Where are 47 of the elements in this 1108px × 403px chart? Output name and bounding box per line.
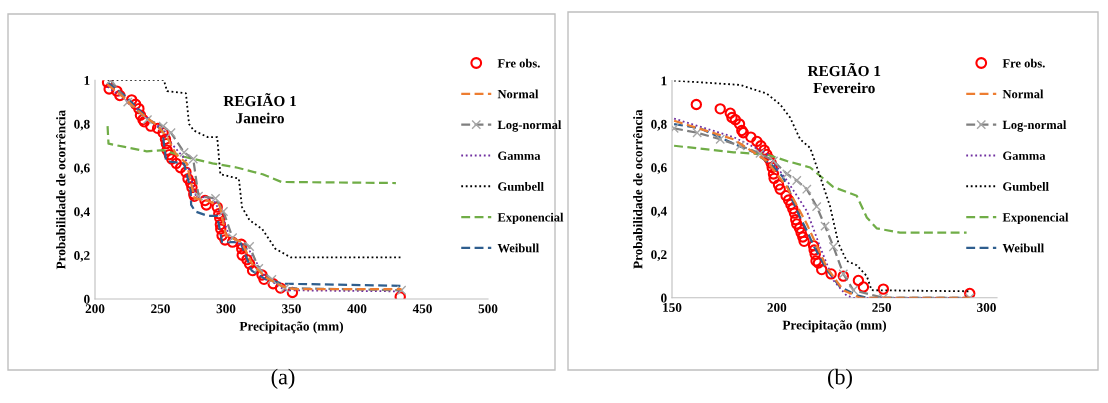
y-tick-label: 0,2: [74, 251, 90, 262]
legend-label: Normal: [497, 89, 539, 99]
legend-label: Log-normal: [1002, 120, 1067, 132]
chart-subtitle: Fevereiro: [813, 82, 875, 94]
y-tick-label: 1: [84, 76, 90, 85]
x-tick-label: 450: [412, 304, 432, 314]
legend-label: Weibull: [497, 243, 539, 253]
legend-label: Exponencial: [1002, 212, 1069, 225]
legend-label: Gamma: [1003, 151, 1046, 160]
y-tick-label: 0,2: [651, 250, 667, 261]
legend-label: Gamma: [498, 151, 541, 160]
x-tick-label: 400: [347, 304, 367, 314]
text: (b): [828, 368, 852, 389]
y-tick-label: 0,6: [651, 163, 667, 175]
x-tick-label: 300: [216, 304, 236, 314]
y-tick-label: 0,4: [651, 206, 667, 218]
x-tick-label: 350: [282, 304, 301, 314]
legend-label: Gumbell: [1003, 181, 1049, 191]
text: Janeiro: [236, 112, 284, 124]
legend-label: Weibull: [1002, 243, 1044, 253]
x-tick-label: 300: [977, 303, 996, 312]
x-axis-title: Precipitação (mm): [782, 320, 887, 333]
y-axis-title: Probabilidade de ocorrência: [632, 109, 643, 269]
text: (a): [271, 368, 295, 389]
x-tick-label: 200: [85, 304, 105, 314]
y-tick-label: 0,4: [74, 207, 90, 219]
y-tick-label: 0,8: [74, 119, 90, 131]
legend-label: Normal: [1002, 89, 1044, 99]
x-tick-label: 200: [767, 303, 787, 312]
legend-label: Fre obs.: [1002, 58, 1045, 68]
y-tick-label: 0: [84, 294, 90, 304]
y-axis-title: Probabilidade de ocorrência: [55, 110, 66, 270]
y-tick-label: 0,8: [651, 119, 667, 131]
x-tick-label: 500: [478, 304, 498, 314]
y-tick-label: 1: [661, 76, 667, 86]
x-tick-label: 150: [663, 303, 682, 312]
legend-label: Fre obs.: [497, 58, 540, 68]
y-tick-label: 0: [661, 293, 667, 303]
x-axis-title: Precipitação (mm): [239, 321, 344, 334]
y-tick-label: 0,6: [74, 163, 90, 175]
legend-label: Log-normal: [497, 120, 562, 132]
text: REGIÃO 1: [223, 93, 296, 107]
chart-title: REGIÃO 1: [807, 62, 881, 77]
legend-label: Gumbell: [498, 181, 544, 191]
x-tick-label: 250: [872, 303, 892, 312]
x-tick-label: 250: [151, 304, 170, 314]
legend-label: Exponencial: [497, 212, 564, 225]
